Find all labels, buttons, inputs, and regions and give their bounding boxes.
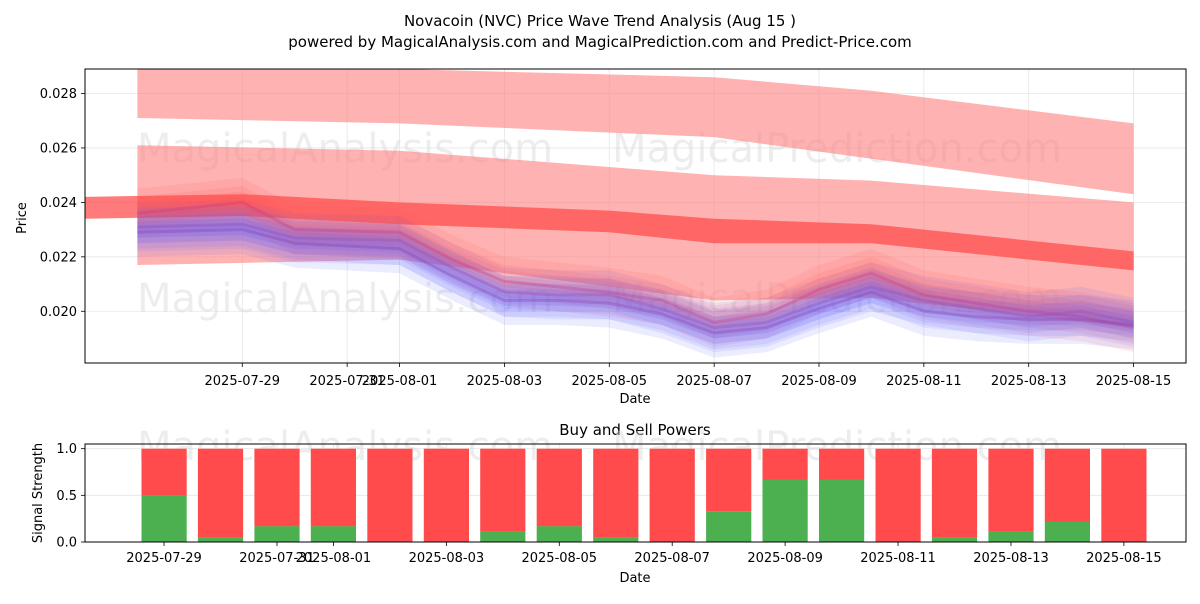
y-tick-label: 0.020 [40,305,77,320]
wave-line [137,228,1134,335]
sell-bar [1101,448,1147,542]
wave-line [137,222,1134,330]
buy-bar [762,479,808,542]
sell-bar [988,448,1034,532]
y-tick-label: 0.022 [40,250,77,265]
wave-band [137,207,1134,344]
x-tick-label: 2025-08-11 [860,551,936,566]
watermark: MagicalAnalysis.com [137,276,553,322]
power-y-axis-label: Signal Strength [31,443,46,543]
wave-band [137,213,1134,350]
sell-bar [649,448,695,542]
wave-band [137,218,1134,344]
wave-band [137,177,1134,353]
chart-subtitle: powered by MagicalAnalysis.com and Magic… [288,33,912,51]
x-tick-label: 2025-08-07 [634,551,710,566]
buy-bar [988,531,1034,542]
wave-band [137,199,1134,353]
power-bars [141,448,1147,542]
sell-bar [480,448,526,532]
x-tick-label: 2025-08-11 [886,374,962,389]
sell-bar [706,448,752,512]
power-plot-frame [84,443,1187,543]
x-tick-label: 2025-07-29 [205,374,281,389]
x-tick-label: 2025-08-01 [296,551,372,566]
power-x-axis-label: Date [619,571,650,586]
buy-bar [480,531,526,542]
wave-band [137,224,1134,339]
wave-band [137,205,1134,358]
sell-bar [593,448,639,538]
buy-bar [706,511,752,542]
y-tick-label: 0.026 [40,141,77,156]
price-y-ticks: 0.020 0.022 0.024 0.026 0.028 [40,87,85,320]
x-tick-label: 2025-08-13 [973,551,1049,566]
buy-bar [536,526,582,542]
sell-bar [141,448,187,496]
trend-band [137,145,1134,328]
y-tick-label: 1.0 [56,442,77,457]
buy-bar [931,537,978,542]
sell-bar [1044,448,1090,522]
sell-bar [423,448,469,542]
wave-band [137,186,1134,344]
sell-bar [931,448,978,538]
price-x-axis-label: Date [619,392,650,407]
x-tick-label: 2025-08-07 [676,374,752,389]
wave-band [137,213,1134,339]
trend-band [85,194,1134,271]
sell-bar [367,448,413,542]
power-panel: Buy and Sell Powers MagicalAnalysis.com … [31,421,1187,586]
power-y-ticks: 0.0 0.5 1.0 [56,442,85,551]
sell-bar [254,448,300,527]
wave-series [137,177,1134,358]
chart-title: Novacoin (NVC) Price Wave Trend Analysis… [404,12,796,30]
x-tick-label: 2025-07-31 [309,374,385,389]
sell-bar [197,448,244,538]
wave-line [137,200,1134,330]
x-tick-label: 2025-08-09 [781,374,857,389]
buy-bar [593,537,639,542]
sell-bar [762,448,808,480]
wave-band [137,196,1134,334]
x-tick-label: 2025-07-29 [126,551,202,566]
power-chart-title: Buy and Sell Powers [559,421,711,439]
x-tick-label: 2025-08-03 [467,374,543,389]
y-tick-label: 0.0 [56,536,77,551]
sell-bar [310,448,356,527]
price-plot-frame [84,68,1187,364]
wave-band [137,191,1134,339]
y-tick-label: 0.024 [40,196,77,211]
buy-bar [254,526,300,542]
x-tick-label: 2025-08-05 [521,551,597,566]
x-tick-label: 2025-08-03 [409,551,485,566]
buy-bar [819,479,865,542]
trend-bands [85,69,1134,328]
sell-bar [819,448,865,480]
buy-bar [310,526,356,542]
trend-band [137,69,1134,195]
x-tick-label: 2025-08-05 [572,374,648,389]
buy-bar [1044,521,1090,542]
x-tick-label: 2025-07-31 [239,551,315,566]
buy-bar [197,537,244,542]
x-tick-label: 2025-08-09 [747,551,823,566]
price-panel: MagicalAnalysis.com MagicalPrediction.co… [15,68,1187,407]
sell-bar [875,448,921,542]
x-tick-label: 2025-08-15 [1086,551,1162,566]
x-tick-label: 2025-08-13 [991,374,1067,389]
y-tick-label: 0.028 [40,87,77,102]
price-y-axis-label: Price [15,202,30,234]
x-tick-label: 2025-08-01 [362,374,438,389]
x-tick-label: 2025-08-15 [1096,374,1172,389]
y-tick-label: 0.5 [56,489,77,504]
sell-bar [536,448,582,527]
buy-bar [141,495,187,542]
